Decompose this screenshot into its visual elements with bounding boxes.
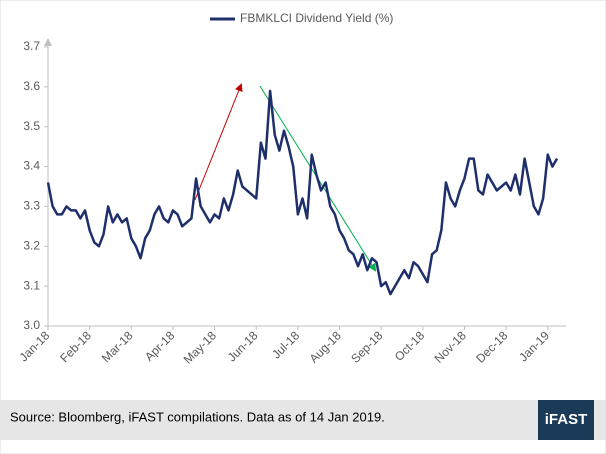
y-tick-label: 3.5 <box>23 119 40 133</box>
legend-label: FBMKLCI Dividend Yield (%) <box>240 11 393 25</box>
logo: iFAST <box>545 411 588 428</box>
source: Source: Bloomberg, iFAST compilations. D… <box>10 409 385 424</box>
red-arrow <box>194 83 243 201</box>
footer <box>0 400 606 440</box>
y-tick-label: 3.3 <box>23 199 40 213</box>
y-axis-arrow <box>44 38 52 46</box>
y-tick-label: 3.2 <box>23 238 40 252</box>
logo-box <box>538 400 594 440</box>
y-tick-label: 3.6 <box>23 79 40 93</box>
y-tick-label: 3.1 <box>23 278 40 292</box>
y-tick-label: 3.7 <box>23 39 40 53</box>
data-line <box>46 89 559 296</box>
y-tick-label: 3.4 <box>23 159 40 173</box>
y-tick-label: 3.0 <box>23 318 40 332</box>
